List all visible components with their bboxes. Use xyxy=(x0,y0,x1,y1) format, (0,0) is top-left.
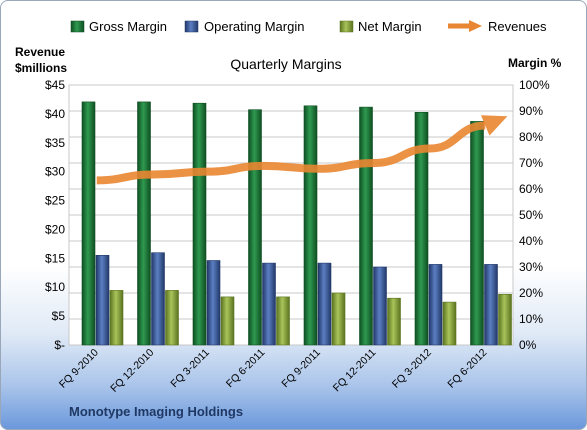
bar-operating-margin xyxy=(484,264,498,346)
legend: Gross Margin Operating Margin Net Margin… xyxy=(70,19,547,34)
left-tick-label: $45 xyxy=(45,78,65,92)
right-tick-label: 50% xyxy=(519,208,543,222)
legend-label-net-margin: Net Margin xyxy=(358,19,422,34)
right-tick-label: 30% xyxy=(519,260,543,274)
right-tick-label: 10% xyxy=(519,312,543,326)
x-tick-label: FQ 12-2011 xyxy=(331,347,379,395)
bar-gross-margin xyxy=(359,106,373,346)
revenue-series xyxy=(96,115,508,185)
bar-net-margin xyxy=(442,301,457,346)
right-tick-label: 0% xyxy=(519,338,537,352)
x-tick-label: FQ 6-2011 xyxy=(224,347,268,391)
left-tick-label: $30 xyxy=(45,165,65,179)
legend-swatch-gross-margin xyxy=(70,20,85,33)
x-tick-label: FQ 12-2010 xyxy=(108,347,156,395)
bar-net-margin xyxy=(387,297,401,346)
bar-gross-margin xyxy=(192,102,207,346)
left-tick-label: $15 xyxy=(45,251,65,265)
left-tick-label: $25 xyxy=(45,194,65,208)
bar-operating-margin xyxy=(428,264,443,346)
bar-operating-margin xyxy=(317,262,332,346)
right-axis-title: Margin % xyxy=(508,56,562,70)
right-tick-label: 40% xyxy=(519,234,543,248)
legend-label-revenues: Revenues xyxy=(488,19,547,34)
left-tick-label: $40 xyxy=(45,107,65,121)
bar-gross-margin xyxy=(137,101,151,346)
bars xyxy=(81,101,512,346)
right-tick-label: 20% xyxy=(519,286,543,300)
bar-net-margin xyxy=(165,290,179,346)
x-tick-label: FQ 3-2012 xyxy=(390,347,434,391)
left-axis-ticks: $- $5 $10 $15 $20 $25 $30 $35 $40 $45 xyxy=(45,78,65,352)
legend-swatch-operating-margin xyxy=(184,20,199,33)
bar-net-margin xyxy=(276,296,290,346)
bar-gross-margin xyxy=(248,109,262,346)
bar-operating-margin xyxy=(95,255,110,346)
left-tick-label: $10 xyxy=(45,280,65,294)
left-tick-label: $- xyxy=(54,338,65,352)
company-name: Monotype Imaging Holdings xyxy=(69,404,243,419)
x-tick-label: FQ 3-2011 xyxy=(168,347,212,391)
right-tick-label: 90% xyxy=(519,104,543,118)
x-tick-label: FQ 9-2011 xyxy=(279,347,323,391)
x-tick-label: FQ 9-2010 xyxy=(57,347,101,391)
bar-net-margin xyxy=(220,296,235,346)
x-axis-ticks: FQ 9-2010 FQ 12-2010 FQ 3-2011 FQ 6-2011 FQ … xyxy=(57,347,490,395)
bar-gross-margin xyxy=(414,112,429,346)
left-tick-label: $20 xyxy=(45,222,65,236)
revenue-line xyxy=(96,121,486,185)
bar-operating-margin xyxy=(373,266,387,346)
bar-gross-margin xyxy=(470,121,484,346)
left-tick-label: $5 xyxy=(52,309,66,323)
bar-operating-margin xyxy=(151,252,165,346)
right-tick-label: 80% xyxy=(519,130,543,144)
bar-operating-margin xyxy=(262,262,276,346)
bar-net-margin xyxy=(498,293,512,346)
bar-gross-margin xyxy=(81,101,96,346)
bar-operating-margin xyxy=(206,260,221,346)
bar-net-margin xyxy=(109,290,124,346)
legend-label-operating-margin: Operating Margin xyxy=(204,19,304,34)
left-tick-label: $35 xyxy=(45,136,65,150)
right-axis-ticks: 0% 10% 20% 30% 40% 50% 60% 70% 80% 90% 100% xyxy=(519,78,550,352)
right-tick-label: 60% xyxy=(519,182,543,196)
right-tick-label: 70% xyxy=(519,156,543,170)
legend-label-gross-margin: Gross Margin xyxy=(89,19,167,34)
x-tick-label: FQ 6-2012 xyxy=(445,347,489,391)
bar-net-margin xyxy=(331,292,346,346)
revenue-arrowhead xyxy=(481,115,508,136)
bar-gross-margin xyxy=(303,105,318,346)
left-axis-title-line1: Revenue xyxy=(15,45,65,59)
legend-swatch-revenues xyxy=(448,20,482,32)
plot-area xyxy=(68,84,514,346)
legend-swatch-net-margin xyxy=(339,20,354,33)
left-axis-title-line2: $millions xyxy=(15,61,67,75)
right-tick-label: 100% xyxy=(519,78,550,92)
chart-title: Quarterly Margins xyxy=(230,56,341,72)
